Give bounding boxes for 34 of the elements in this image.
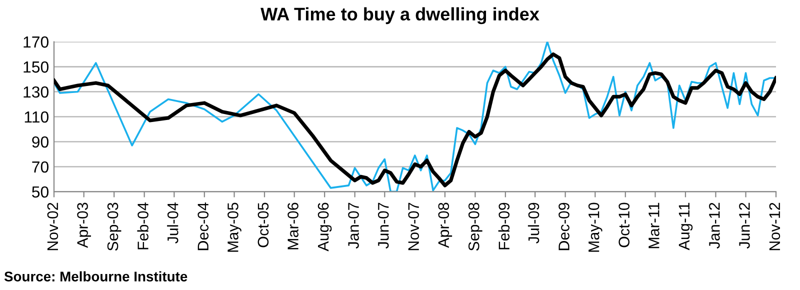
x-tick-label: Nov-07 xyxy=(408,202,419,250)
x-tick-label: Jan-12 xyxy=(709,202,720,249)
x-tick-label: Oct-05 xyxy=(258,202,269,248)
x-tick-label: Dec-04 xyxy=(198,202,209,250)
x-tick-label: Apr-08 xyxy=(438,202,452,248)
x-tick-label: Aug-11 xyxy=(678,202,693,250)
x-tick-label: May-10 xyxy=(588,202,602,252)
x-tick-label: Sep-03 xyxy=(107,202,122,251)
x-tick-label: Jun-07 xyxy=(378,202,389,249)
y-tick-label: 150 xyxy=(24,61,49,73)
source-note: Source: Melbourne Institute xyxy=(4,271,188,282)
x-tick-label: Sep-08 xyxy=(468,202,482,251)
x-tick-label: Dec-09 xyxy=(558,202,570,250)
y-tick-label: 170 xyxy=(24,36,49,48)
x-tick-label: Mar-11 xyxy=(648,202,660,248)
x-tick-label: Feb-09 xyxy=(498,202,510,250)
x-tick-label: May-05 xyxy=(228,202,242,252)
x-tick-label: Jul-09 xyxy=(528,202,540,244)
x-tick-label: Aug-06 xyxy=(318,202,332,252)
x-tick-label: Jan-07 xyxy=(348,202,359,249)
chart-title: WA Time to buy a dwelling index xyxy=(260,7,540,24)
x-tick-label: Jul-04 xyxy=(167,202,178,244)
y-tick-label: 50 xyxy=(32,186,49,198)
x-tick-label: Feb-04 xyxy=(137,202,148,250)
x-tick-label: Nov-12 xyxy=(769,202,780,250)
y-tick-label: 130 xyxy=(24,86,49,98)
x-tick-label: Jun-12 xyxy=(739,202,750,249)
y-tick-label: 110 xyxy=(24,111,49,123)
x-tick-label: Oct-10 xyxy=(618,202,630,248)
x-tick-label: Nov-02 xyxy=(47,202,58,250)
x-tick-label: Apr-03 xyxy=(77,202,91,248)
x-tick-label: Mar-06 xyxy=(288,202,298,250)
y-tick-label: 90 xyxy=(32,136,49,148)
y-tick-label: 70 xyxy=(32,161,49,173)
